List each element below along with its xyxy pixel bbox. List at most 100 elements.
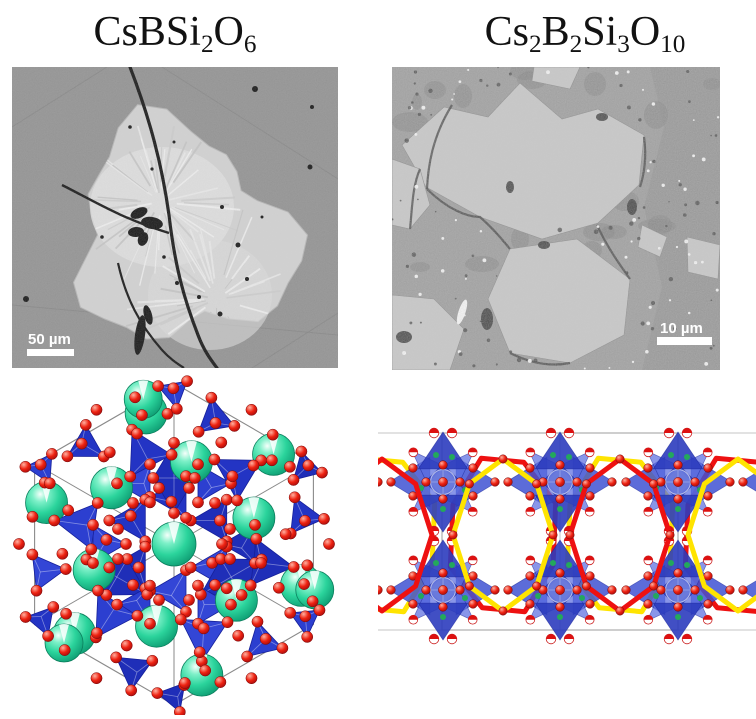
o-atom <box>532 581 542 591</box>
o-atom <box>421 585 431 595</box>
polyhedra-clusters <box>378 427 756 645</box>
o-atom <box>673 585 683 595</box>
o-atom <box>125 684 138 697</box>
o-atom <box>192 579 204 592</box>
tetrahedron <box>24 606 54 637</box>
o-atom <box>643 463 653 473</box>
micrograph-cs2b2si3o10: 10 µm <box>392 67 720 370</box>
o-atom <box>221 616 234 629</box>
minor-atom <box>433 560 439 566</box>
o-atom <box>75 437 88 450</box>
o-atom <box>673 460 683 470</box>
o-atom <box>490 477 500 487</box>
o-atom <box>408 599 418 609</box>
o-atom <box>209 579 221 591</box>
o-atom <box>61 450 74 463</box>
o-atom <box>287 474 300 486</box>
o-atom <box>19 460 32 473</box>
o-atom <box>90 403 103 416</box>
o-atom <box>192 425 205 438</box>
scale-bar: 10 µm <box>657 320 712 345</box>
o-atom <box>656 585 666 595</box>
o-atom <box>34 458 47 471</box>
minor-atom <box>449 562 455 568</box>
o-atom <box>725 477 735 487</box>
o-atom <box>468 599 478 609</box>
o-atom <box>665 530 675 540</box>
o-atom <box>615 606 625 616</box>
minor-atom <box>668 452 674 458</box>
o-atom <box>272 581 285 594</box>
polyhedra-cluster <box>378 477 383 487</box>
tetrahedron <box>180 619 229 663</box>
o-atom <box>235 589 248 601</box>
o-atom <box>192 496 204 509</box>
o-atom <box>112 553 124 565</box>
o-atom <box>131 427 143 440</box>
o-atom <box>215 436 228 449</box>
o-atom <box>62 504 75 517</box>
o-atom <box>151 687 164 699</box>
o-atom <box>181 375 193 388</box>
o-atom <box>673 477 683 487</box>
o-atom <box>19 611 32 623</box>
o-atom <box>581 479 591 489</box>
o-atom <box>284 460 296 473</box>
o-atom <box>656 477 666 487</box>
o-atom <box>103 514 116 527</box>
tetrahedron <box>156 682 186 713</box>
polyhedra-cluster <box>386 427 500 537</box>
o-atom <box>153 594 165 606</box>
o-atom <box>112 523 124 535</box>
o-atom <box>621 477 631 487</box>
o-atom <box>503 585 513 595</box>
o-atom <box>585 571 595 581</box>
film-grain-texture <box>12 67 338 368</box>
o-atom <box>153 482 165 494</box>
o-atom <box>174 613 187 626</box>
o-atom <box>408 463 418 473</box>
o-atom <box>224 553 236 565</box>
o-atom <box>144 617 156 630</box>
micrograph-art <box>392 67 720 370</box>
o-atom <box>127 579 139 591</box>
o-atom <box>498 454 508 464</box>
o-atom <box>231 494 243 507</box>
polyhedra-cluster <box>378 585 383 595</box>
o-atom <box>180 511 192 524</box>
o-atom <box>209 417 222 429</box>
o-atom <box>48 514 61 527</box>
o-atom <box>615 454 625 464</box>
scale-bar-line <box>657 337 712 345</box>
o-atom <box>490 585 500 595</box>
o-atom <box>643 599 653 609</box>
o-atom <box>220 493 233 506</box>
scale-bar-label: 10 µm <box>660 320 703 337</box>
polyhedra-cluster <box>503 427 617 537</box>
o-atom <box>703 491 713 501</box>
minor-atom <box>566 454 572 460</box>
o-atom <box>259 633 272 645</box>
o-atom <box>703 571 713 581</box>
crystal-structure-csbsi2o6 <box>13 375 335 715</box>
o-atom <box>438 494 448 504</box>
o-atom <box>214 676 227 688</box>
o-atom <box>85 543 98 556</box>
o-atom <box>100 533 113 546</box>
polyhedra-cluster <box>503 535 617 645</box>
o-atom <box>548 530 558 540</box>
o-atom <box>111 477 123 490</box>
minor-atom <box>668 560 674 566</box>
o-atom <box>378 585 383 595</box>
o-atom <box>87 519 99 531</box>
o-atom <box>279 528 292 541</box>
oxygen-atoms <box>13 375 335 715</box>
o-atom <box>129 391 141 404</box>
minor-atom <box>684 562 690 568</box>
o-atom <box>170 402 183 415</box>
o-atom <box>287 561 300 573</box>
minor-atom <box>418 593 424 599</box>
o-atom <box>60 607 72 620</box>
o-atom <box>216 538 228 550</box>
micrograph-art <box>12 67 338 368</box>
